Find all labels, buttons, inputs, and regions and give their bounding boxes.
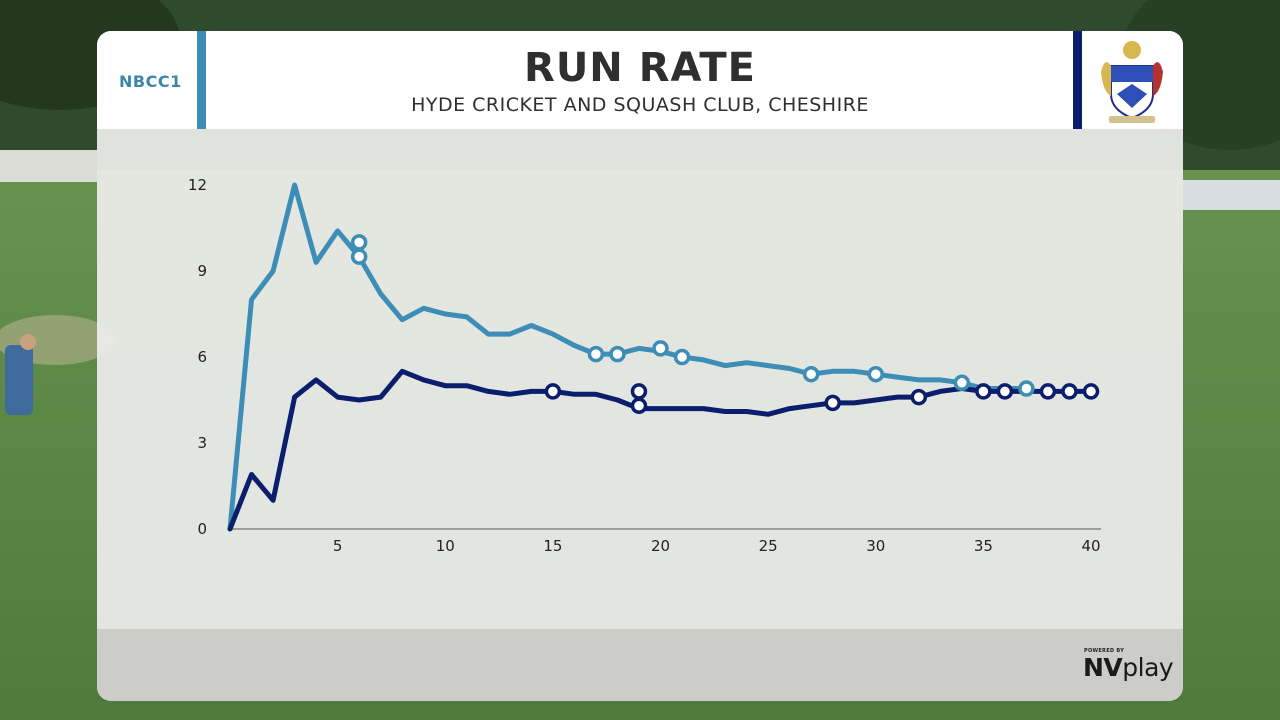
series-2-line (227, 368, 1094, 532)
wicket-marker (975, 383, 992, 400)
x-tick-label: 35 (974, 537, 993, 555)
x-tick-label: 10 (436, 537, 455, 555)
header: NBCC1 RUN RATE HYDE CRICKET AND SQUASH C… (97, 31, 1183, 129)
wicket-marker (1061, 383, 1078, 400)
y-tick-label: 0 (197, 520, 207, 538)
wicket-marker (544, 383, 562, 400)
x-axis-ticks: 5 10 15 20 25 30 35 40 (333, 537, 1101, 555)
wicket-marker (1018, 380, 1035, 397)
logo-bold: NV (1083, 653, 1123, 682)
series-1-line (227, 182, 1029, 532)
x-tick-label: 15 (543, 537, 562, 555)
venue-subtitle: HYDE CRICKET AND SQUASH CLUB, CHESHIRE (411, 94, 869, 116)
wicket-marker (350, 234, 368, 251)
x-tick-label: 30 (866, 537, 885, 555)
wicket-marker (630, 397, 648, 414)
wicket-marker (824, 394, 841, 412)
run-rate-panel: NBCC1 RUN RATE HYDE CRICKET AND SQUASH C… (97, 31, 1183, 701)
wicket-marker (1082, 383, 1100, 400)
wicket-marker (673, 348, 691, 366)
y-tick-label: 12 (188, 176, 207, 194)
wicket-marker (350, 248, 368, 265)
wicket-marker (996, 383, 1014, 400)
wicket-marker (1039, 383, 1057, 400)
y-axis-ticks: 0 3 6 9 12 (188, 176, 207, 538)
wicket-marker (910, 388, 928, 406)
powered-by-label: POWERED BY (1084, 648, 1125, 654)
team-code: NBCC1 (119, 72, 182, 91)
club-crest-icon (1101, 41, 1163, 123)
logo-text: play (1122, 653, 1174, 682)
x-tick-label: 40 (1081, 537, 1100, 555)
wicket-marker (587, 345, 605, 363)
nvplay-logo: NVplay (1083, 653, 1174, 682)
wicket-marker (609, 345, 626, 363)
team2-color-bar (1073, 31, 1082, 129)
team1-color-bar (197, 31, 206, 129)
footer-bar (97, 629, 1183, 701)
y-tick-label: 3 (197, 434, 207, 452)
x-tick-label: 5 (333, 537, 343, 555)
series-layer (227, 182, 1100, 532)
wicket-marker (630, 383, 648, 400)
wicket-marker (953, 374, 971, 392)
y-tick-label: 6 (197, 348, 207, 366)
wicket-marker (802, 365, 820, 383)
run-rate-chart: 0 3 6 9 12 5 10 15 20 25 30 35 40 (188, 176, 1101, 555)
wicket-marker (867, 365, 884, 383)
page-title: RUN RATE (524, 45, 756, 91)
y-tick-label: 9 (197, 262, 207, 280)
x-tick-label: 20 (651, 537, 670, 555)
x-tick-label: 25 (759, 537, 778, 555)
wicket-marker (652, 340, 669, 357)
